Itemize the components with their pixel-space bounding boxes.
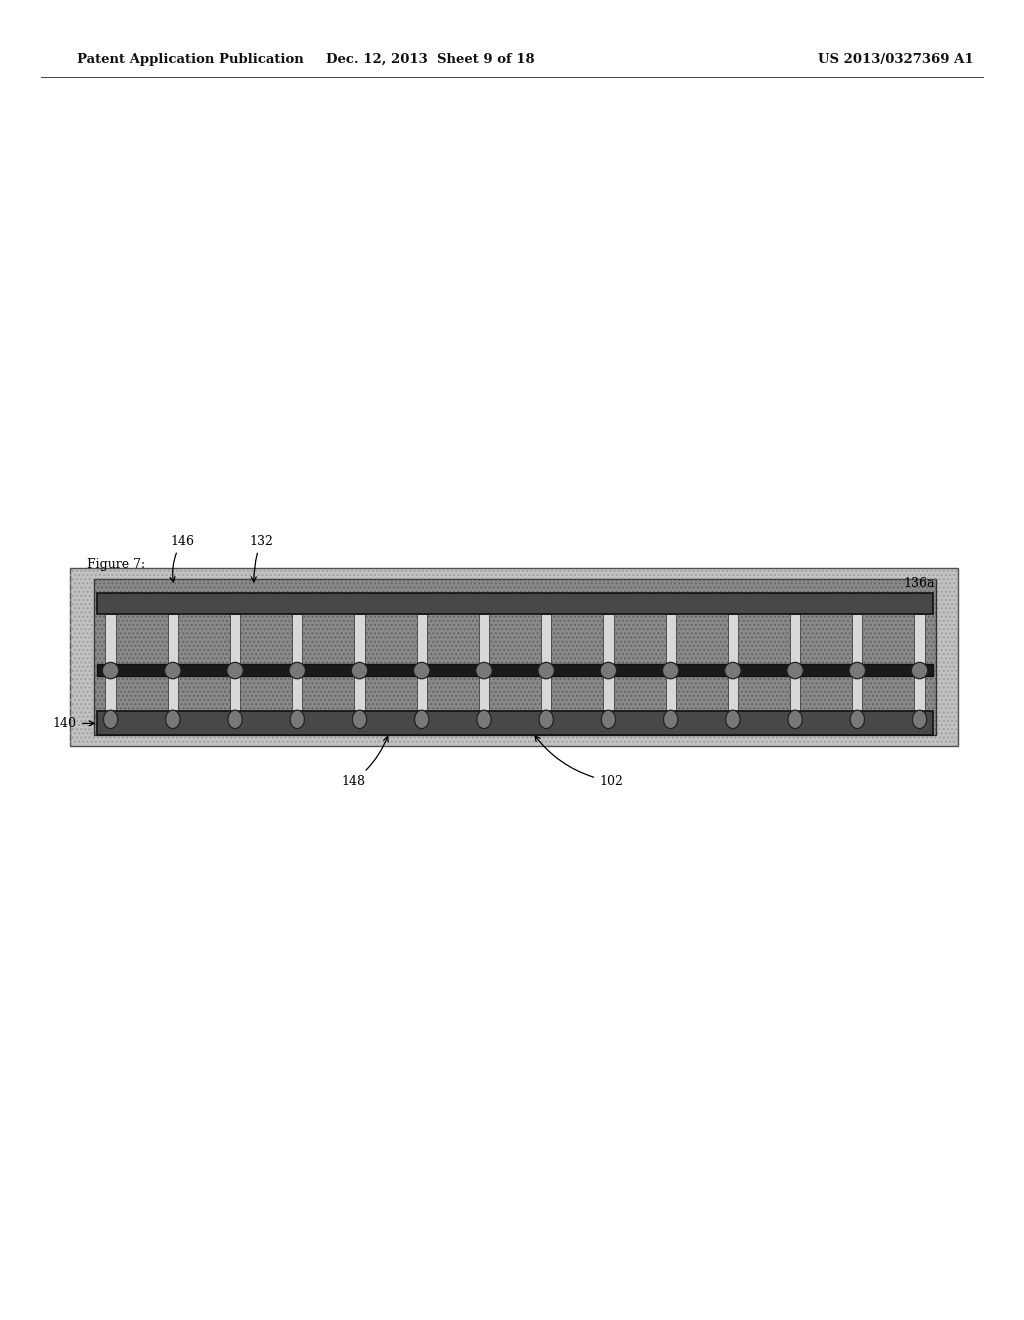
Ellipse shape xyxy=(786,663,803,678)
Bar xyxy=(666,614,676,711)
Ellipse shape xyxy=(289,663,305,678)
Bar xyxy=(168,614,178,711)
Bar xyxy=(230,614,241,711)
Text: 102: 102 xyxy=(535,737,623,788)
Ellipse shape xyxy=(850,710,864,729)
Bar xyxy=(479,614,489,711)
Ellipse shape xyxy=(601,710,615,729)
Bar xyxy=(97,711,933,735)
Ellipse shape xyxy=(539,710,553,729)
Ellipse shape xyxy=(477,710,492,729)
Bar xyxy=(97,664,933,676)
Bar xyxy=(97,593,933,614)
Ellipse shape xyxy=(166,710,180,729)
Ellipse shape xyxy=(228,710,243,729)
Ellipse shape xyxy=(415,710,429,729)
Ellipse shape xyxy=(787,710,802,729)
Text: US 2013/0327369 A1: US 2013/0327369 A1 xyxy=(818,53,974,66)
Ellipse shape xyxy=(476,663,493,678)
Bar xyxy=(541,614,551,711)
Ellipse shape xyxy=(414,663,430,678)
Ellipse shape xyxy=(911,663,928,678)
Ellipse shape xyxy=(352,710,367,729)
Bar xyxy=(292,614,302,711)
Ellipse shape xyxy=(103,710,118,729)
Ellipse shape xyxy=(663,663,679,678)
Text: 146: 146 xyxy=(170,535,195,582)
Ellipse shape xyxy=(538,663,554,678)
Bar xyxy=(603,614,613,711)
Ellipse shape xyxy=(290,710,304,729)
Bar xyxy=(105,614,116,711)
Bar xyxy=(94,579,936,735)
Ellipse shape xyxy=(664,710,678,729)
Text: Figure 7:: Figure 7: xyxy=(87,558,145,572)
Ellipse shape xyxy=(227,663,244,678)
Ellipse shape xyxy=(849,663,865,678)
Bar xyxy=(790,614,800,711)
Text: Patent Application Publication: Patent Application Publication xyxy=(77,53,303,66)
Text: 140: 140 xyxy=(53,717,94,730)
Bar xyxy=(852,614,862,711)
Bar xyxy=(417,614,427,711)
Bar xyxy=(354,614,365,711)
Ellipse shape xyxy=(102,663,119,678)
Ellipse shape xyxy=(351,663,368,678)
Ellipse shape xyxy=(726,710,740,729)
Bar xyxy=(914,614,925,711)
Ellipse shape xyxy=(725,663,741,678)
Bar xyxy=(70,568,958,746)
Ellipse shape xyxy=(912,710,927,729)
Text: 148: 148 xyxy=(341,737,388,788)
Text: 136a: 136a xyxy=(893,577,935,610)
Ellipse shape xyxy=(165,663,181,678)
Text: Dec. 12, 2013  Sheet 9 of 18: Dec. 12, 2013 Sheet 9 of 18 xyxy=(326,53,535,66)
Bar xyxy=(94,579,936,735)
Ellipse shape xyxy=(600,663,616,678)
Text: 132: 132 xyxy=(249,535,273,582)
Bar xyxy=(70,568,958,746)
Bar xyxy=(728,614,738,711)
